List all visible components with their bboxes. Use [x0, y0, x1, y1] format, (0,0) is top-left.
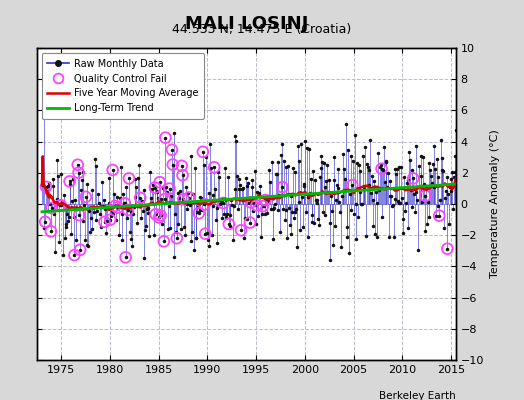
Point	[261, 197, 269, 203]
Title: MALI LOSINJ: MALI LOSINJ	[184, 14, 308, 32]
Point	[73, 162, 82, 168]
Point	[225, 221, 233, 227]
Point	[247, 199, 255, 206]
Point	[377, 166, 386, 172]
Point	[42, 184, 50, 190]
Point	[169, 161, 177, 168]
Point	[100, 218, 108, 225]
Point	[348, 182, 356, 188]
Point	[201, 230, 210, 237]
Point	[70, 252, 79, 258]
Point	[185, 194, 193, 201]
Point	[178, 163, 186, 169]
Point	[56, 202, 64, 209]
Point	[199, 149, 207, 155]
Text: Berkeley Earth: Berkeley Earth	[379, 390, 456, 400]
Point	[219, 200, 227, 206]
Point	[278, 184, 287, 190]
Point	[259, 203, 267, 209]
Point	[48, 205, 56, 211]
Point	[41, 218, 49, 225]
Point	[252, 202, 260, 208]
Point	[246, 219, 254, 226]
Point	[108, 167, 117, 173]
Point	[409, 175, 418, 182]
Point	[76, 246, 84, 253]
Point	[179, 196, 188, 202]
Point	[82, 194, 90, 200]
Point	[121, 200, 129, 206]
Point	[156, 179, 164, 185]
Point	[151, 184, 159, 191]
Y-axis label: Temperature Anomaly (°C): Temperature Anomaly (°C)	[489, 130, 500, 278]
Point	[165, 185, 173, 192]
Point	[125, 175, 133, 182]
Point	[210, 164, 219, 170]
Point	[113, 204, 122, 211]
Point	[237, 227, 245, 234]
Point	[156, 212, 165, 218]
Point	[155, 214, 163, 221]
Point	[66, 178, 74, 184]
Point	[194, 210, 203, 216]
Point	[160, 238, 168, 244]
Point	[168, 146, 176, 153]
Point	[122, 254, 130, 260]
Point	[74, 170, 83, 176]
Point	[57, 202, 65, 208]
Point	[161, 134, 170, 141]
Point	[124, 207, 132, 213]
Point	[136, 194, 145, 201]
Text: 44.533 N, 14.475 E (Croatia): 44.533 N, 14.475 E (Croatia)	[172, 24, 352, 36]
Point	[47, 228, 55, 234]
Legend: Raw Monthly Data, Quality Control Fail, Five Year Moving Average, Long-Term Tren: Raw Monthly Data, Quality Control Fail, …	[41, 53, 204, 119]
Point	[111, 203, 119, 209]
Point	[421, 192, 430, 199]
Point	[172, 235, 181, 241]
Point	[151, 211, 160, 218]
Point	[106, 216, 114, 223]
Point	[160, 196, 169, 202]
Point	[75, 212, 83, 218]
Point	[178, 172, 187, 178]
Point	[443, 246, 452, 252]
Point	[435, 212, 443, 219]
Point	[200, 201, 209, 208]
